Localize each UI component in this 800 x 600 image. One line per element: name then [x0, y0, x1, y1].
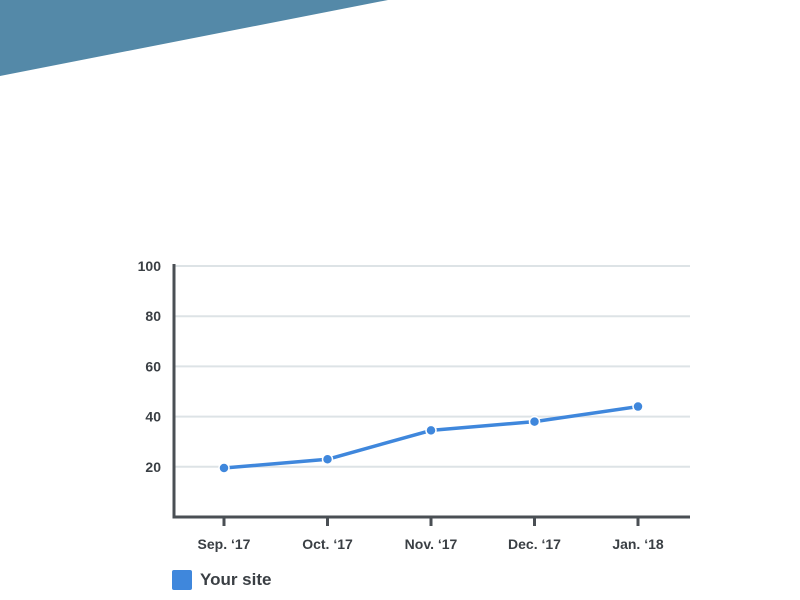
legend-swatch: [172, 570, 192, 590]
x-tick-label: Sep. ‘17: [198, 536, 251, 552]
y-axis-ticks: 20 40 60 80 100: [138, 258, 162, 475]
y-tick-label: 20: [145, 459, 161, 475]
y-tick-label: 60: [145, 358, 161, 374]
header-banner: [0, 0, 388, 76]
data-point: [321, 453, 334, 466]
x-tick-label: Oct. ‘17: [302, 536, 353, 552]
data-point: [218, 462, 230, 474]
y-tick-label: 80: [145, 308, 161, 324]
legend-label: Your site: [200, 570, 272, 589]
data-point: [425, 424, 437, 437]
x-tick-label: Jan. ‘18: [612, 536, 664, 552]
x-axis-ticks: Sep. ‘17 Oct. ‘17 Nov. ‘17 Dec. ‘17 Jan. ‘18: [198, 517, 664, 552]
axes: [172, 264, 690, 519]
y-tick-label: 100: [138, 258, 162, 274]
series-your-site: [218, 400, 644, 474]
gridlines: [174, 265, 690, 468]
data-point: [632, 400, 644, 413]
banner-shape: [0, 0, 388, 76]
x-tick-label: Nov. ‘17: [405, 536, 458, 552]
data-point: [528, 415, 541, 428]
legend: Your site: [172, 570, 271, 590]
x-tick-label: Dec. ‘17: [508, 536, 561, 552]
y-tick-label: 40: [145, 409, 161, 425]
